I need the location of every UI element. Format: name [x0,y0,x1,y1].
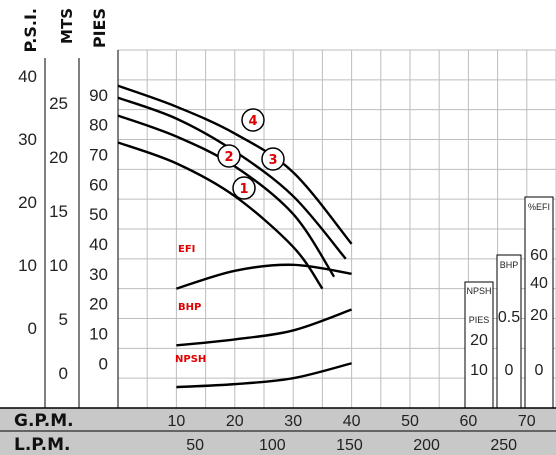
bhp-tick-label: 0.5 [498,309,520,326]
pies-tick-label: 90 [89,86,108,105]
lpm-tick-label: 200 [413,437,440,454]
pies-tick-label: 50 [89,205,108,224]
series-line-1 [117,141,324,290]
line-label-bhp: BHP [178,302,201,313]
bhp-scale-box [496,254,522,409]
npsh-scale-unit: PIES [469,315,490,325]
series-line-4 [117,84,353,245]
gpm-tick-label: 30 [284,413,302,430]
curve-badge-circle [261,147,285,171]
curve-badge-circle [217,144,241,168]
psi-tick-label: 30 [18,130,37,149]
npsh-scale-title: NPSH [466,286,491,296]
pies-tick-label: 70 [89,145,108,164]
curve-number-badges: 1 2 3 4 [217,108,285,200]
efi-tick-label: 0 [535,362,544,379]
gpm-tick-label: 40 [343,413,361,430]
psi-axis-ticks: 40 30 20 10 0 [18,67,37,338]
psi-tick-label: 10 [18,256,37,275]
mts-tick-label: 20 [49,148,68,167]
lpm-axis-ticks: 50 100 150 200 250 [186,437,517,454]
pies-axis-ticks: 90 80 70 60 50 40 30 20 10 0 [89,86,108,374]
efi-tick-label: 20 [530,307,548,324]
curve-badge-label: 4 [248,114,257,129]
lpm-tick-label: 250 [490,437,517,454]
efi-tick-label: 60 [530,247,548,264]
curve-badge-label: 1 [239,182,248,197]
psi-tick-label: 40 [18,67,37,86]
pies-tick-label: 60 [89,175,108,194]
efi-scale-box [524,196,554,409]
npsh-scale-box [464,281,494,409]
line-labels: EFI BHP NPSH [175,244,206,365]
gpm-axis-ticks: 10 20 30 40 50 60 70 [168,413,536,430]
series-line-3 [117,96,347,260]
pies-tick-label: 20 [89,295,108,314]
side-scales: NPSH PIES 20 10 BHP 0.5 0 %EFI 60 40 20 … [464,196,554,409]
curve-badge-label: 2 [224,150,233,165]
psi-axis-title: P.S.I. [21,8,40,53]
line-label-efi: EFI [178,244,195,255]
series-line-2 [117,114,336,278]
gpm-tick-label: 20 [226,413,244,430]
pies-tick-label: 80 [89,116,108,135]
lpm-tick-label: 150 [336,437,363,454]
mts-axis-ticks: 25 20 15 10 5 0 [49,94,68,383]
mts-tick-label: 15 [49,202,68,221]
line-label-npsh: NPSH [175,354,206,365]
lpm-tick-label: 50 [186,437,204,454]
mts-tick-label: 25 [49,94,68,113]
pies-tick-label: 40 [89,235,108,254]
mts-tick-label: 10 [49,256,68,275]
efi-tick-label: 40 [530,275,548,292]
lpm-axis-title: L.P.M. [14,435,70,455]
pies-axis-title: PIES [90,8,109,48]
mts-tick-label: 5 [59,310,68,329]
psi-tick-label: 0 [28,319,37,338]
bhp-scale-title: BHP [500,260,519,270]
series-line-efi [176,263,352,290]
curve-badge-circle [241,108,265,132]
gpm-tick-label: 50 [401,413,419,430]
gpm-tick-label: 70 [518,413,536,430]
bottom-axis-panel: G.P.M. L.P.M. 10 20 30 40 50 60 70 50 100 150 200… [0,407,556,455]
gpm-tick-label: 10 [168,413,186,430]
curve-badge-circle [232,176,256,200]
lpm-tick-label: 100 [259,437,286,454]
series-line-bhp [176,308,353,347]
pies-tick-label: 0 [99,354,108,373]
pies-tick-label: 10 [89,324,108,343]
bhp-tick-label: 0 [505,362,514,379]
pies-tick-label: 30 [89,265,108,284]
curve-badge-label: 3 [268,153,277,168]
npsh-tick-label: 20 [470,332,488,349]
psi-tick-label: 20 [18,193,37,212]
mts-axis-title: MTS [58,8,76,44]
gpm-axis-title: G.P.M. [14,411,74,431]
series-line-npsh [176,362,352,389]
efi-scale-title: %EFI [528,202,550,212]
mts-tick-label: 0 [59,364,68,383]
gpm-tick-label: 60 [460,413,478,430]
npsh-tick-label: 10 [470,362,488,379]
